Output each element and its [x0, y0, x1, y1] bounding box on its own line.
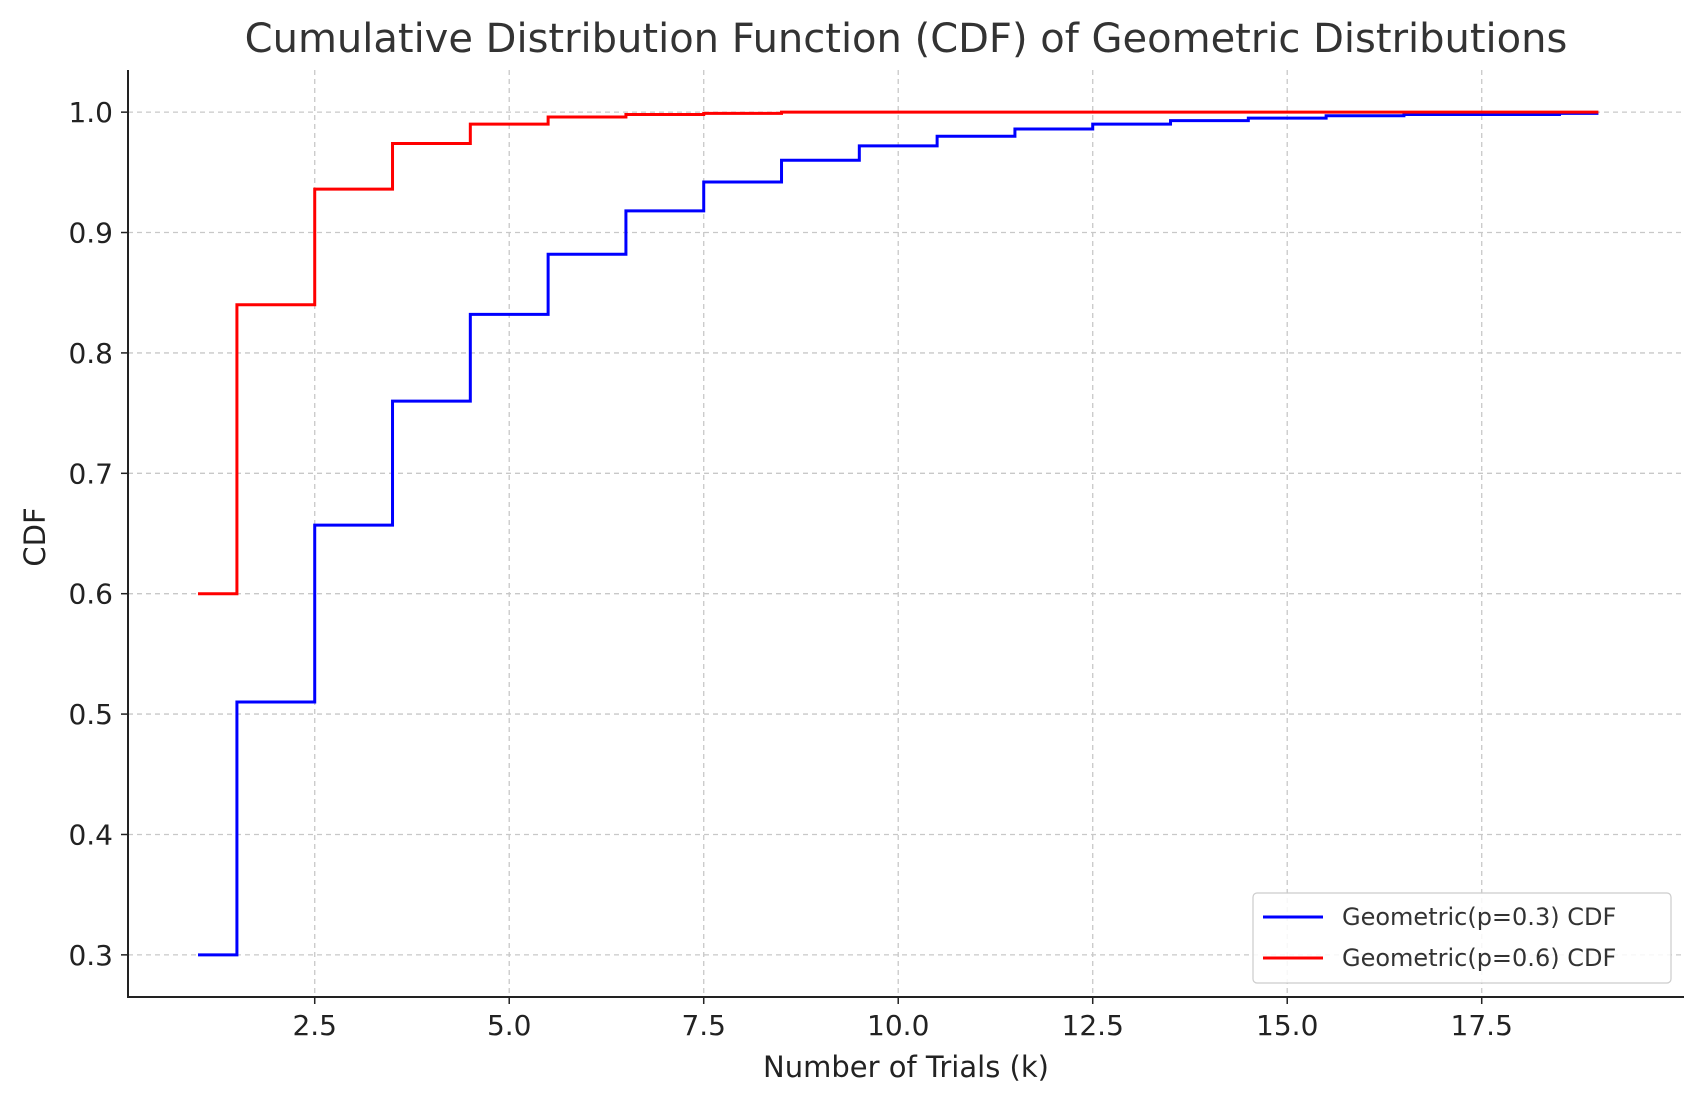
- y-tick-label: 0.9: [68, 217, 113, 250]
- legend-box: [1252, 892, 1672, 984]
- y-axis-label: CDF: [18, 507, 52, 566]
- x-axis-label: Number of Trials (k): [763, 1050, 1049, 1084]
- legend: Geometric(p=0.3) CDF Geometric(p=0.6) CD…: [1252, 892, 1672, 984]
- series-line-1: [198, 111, 1599, 957]
- chart-title: Cumulative Distribution Function (CDF) o…: [245, 16, 1568, 62]
- x-tick-label: 17.5: [1451, 1009, 1513, 1042]
- x-tick-label: 12.5: [1062, 1009, 1124, 1042]
- axes: [127, 70, 1684, 998]
- y-tick-label: 0.6: [68, 578, 113, 611]
- series-line-2: [198, 110, 1599, 596]
- x-tick-label: 7.5: [681, 1009, 726, 1042]
- legend-label-series-1: Geometric(p=0.3) CDF: [1342, 903, 1616, 931]
- y-tick-label: 1.0: [68, 96, 113, 129]
- x-tick-label: 15.0: [1256, 1009, 1318, 1042]
- y-tick-label: 0.3: [68, 939, 113, 972]
- y-tick-label: 0.4: [68, 818, 113, 851]
- x-tick-label: 10.0: [867, 1009, 929, 1042]
- y-tick-label: 0.8: [68, 337, 113, 370]
- x-tick-label: 2.5: [292, 1009, 337, 1042]
- y-tick-label: 0.7: [68, 457, 113, 490]
- legend-label-series-2: Geometric(p=0.6) CDF: [1342, 944, 1616, 972]
- tick-labels: 2.5 5.0 7.5 10.0 12.5 15.0 17.5 0.3 0.4 0.5 0.6 0.7…: [68, 96, 1512, 1042]
- series-lines: [198, 110, 1599, 957]
- grid: [128, 70, 1684, 997]
- y-tick-label: 0.5: [68, 698, 113, 731]
- x-tick-label: 5.0: [487, 1009, 532, 1042]
